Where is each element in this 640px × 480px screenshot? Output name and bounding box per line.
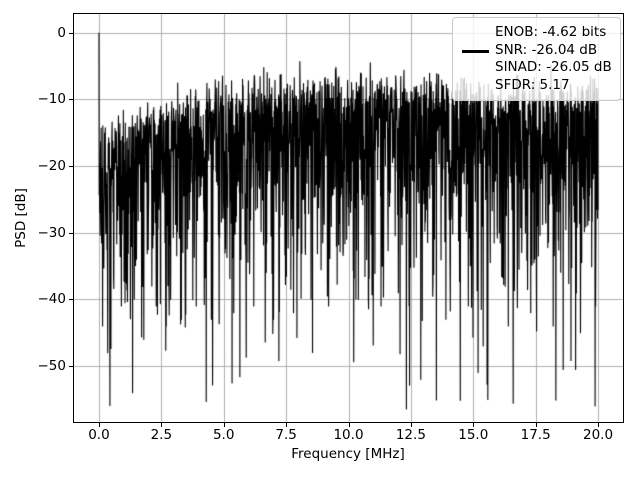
- legend-entry-sfdr: SFDR: 5.17: [495, 76, 570, 93]
- x-tick-label: 5.0: [212, 427, 235, 443]
- x-tick-mark: [286, 423, 287, 427]
- legend-entry-sinad: SINAD: -26.05 dB: [495, 59, 612, 75]
- x-tick-label: 12.5: [395, 427, 426, 443]
- legend-entry-enob: ENOB: -4.62 bits: [495, 24, 607, 40]
- legend-text-block: ENOB: -4.62 bits SNR: -26.04 dB SINAD: -…: [495, 24, 612, 94]
- x-tick-label: 15.0: [458, 427, 489, 443]
- x-tick-label: 0.0: [88, 427, 110, 443]
- x-tick-mark: [224, 423, 225, 427]
- legend-entry-snr: SNR: -26.04 dB: [495, 41, 598, 58]
- y-tick-label: −30: [37, 224, 67, 241]
- x-tick-mark: [598, 423, 599, 427]
- x-tick-label: 7.5: [275, 427, 297, 443]
- x-tick-mark: [536, 423, 537, 427]
- x-tick-mark: [411, 423, 412, 427]
- y-tick-label: −10: [37, 91, 67, 108]
- y-tick-label: −50: [37, 358, 67, 374]
- x-tick-mark: [161, 423, 162, 427]
- y-tick-label: −40: [37, 291, 67, 308]
- x-tick-label: 10.0: [333, 427, 364, 443]
- x-tick-mark: [349, 423, 350, 427]
- x-axis-label: Frequency [MHz]: [291, 446, 405, 462]
- legend: ENOB: -4.62 bits SNR: -26.04 dB SINAD: -…: [452, 17, 621, 101]
- legend-line-sample: [462, 50, 489, 53]
- y-tick-label: −20: [37, 158, 67, 174]
- y-tick-label: 0: [57, 24, 66, 41]
- x-tick-label: 2.5: [150, 427, 173, 443]
- x-tick-mark: [473, 423, 474, 427]
- x-tick-label: 20.0: [583, 427, 614, 443]
- x-tick-mark: [99, 423, 100, 427]
- y-axis-label: PSD [dB]: [13, 188, 29, 248]
- x-tick-label: 17.5: [520, 427, 551, 443]
